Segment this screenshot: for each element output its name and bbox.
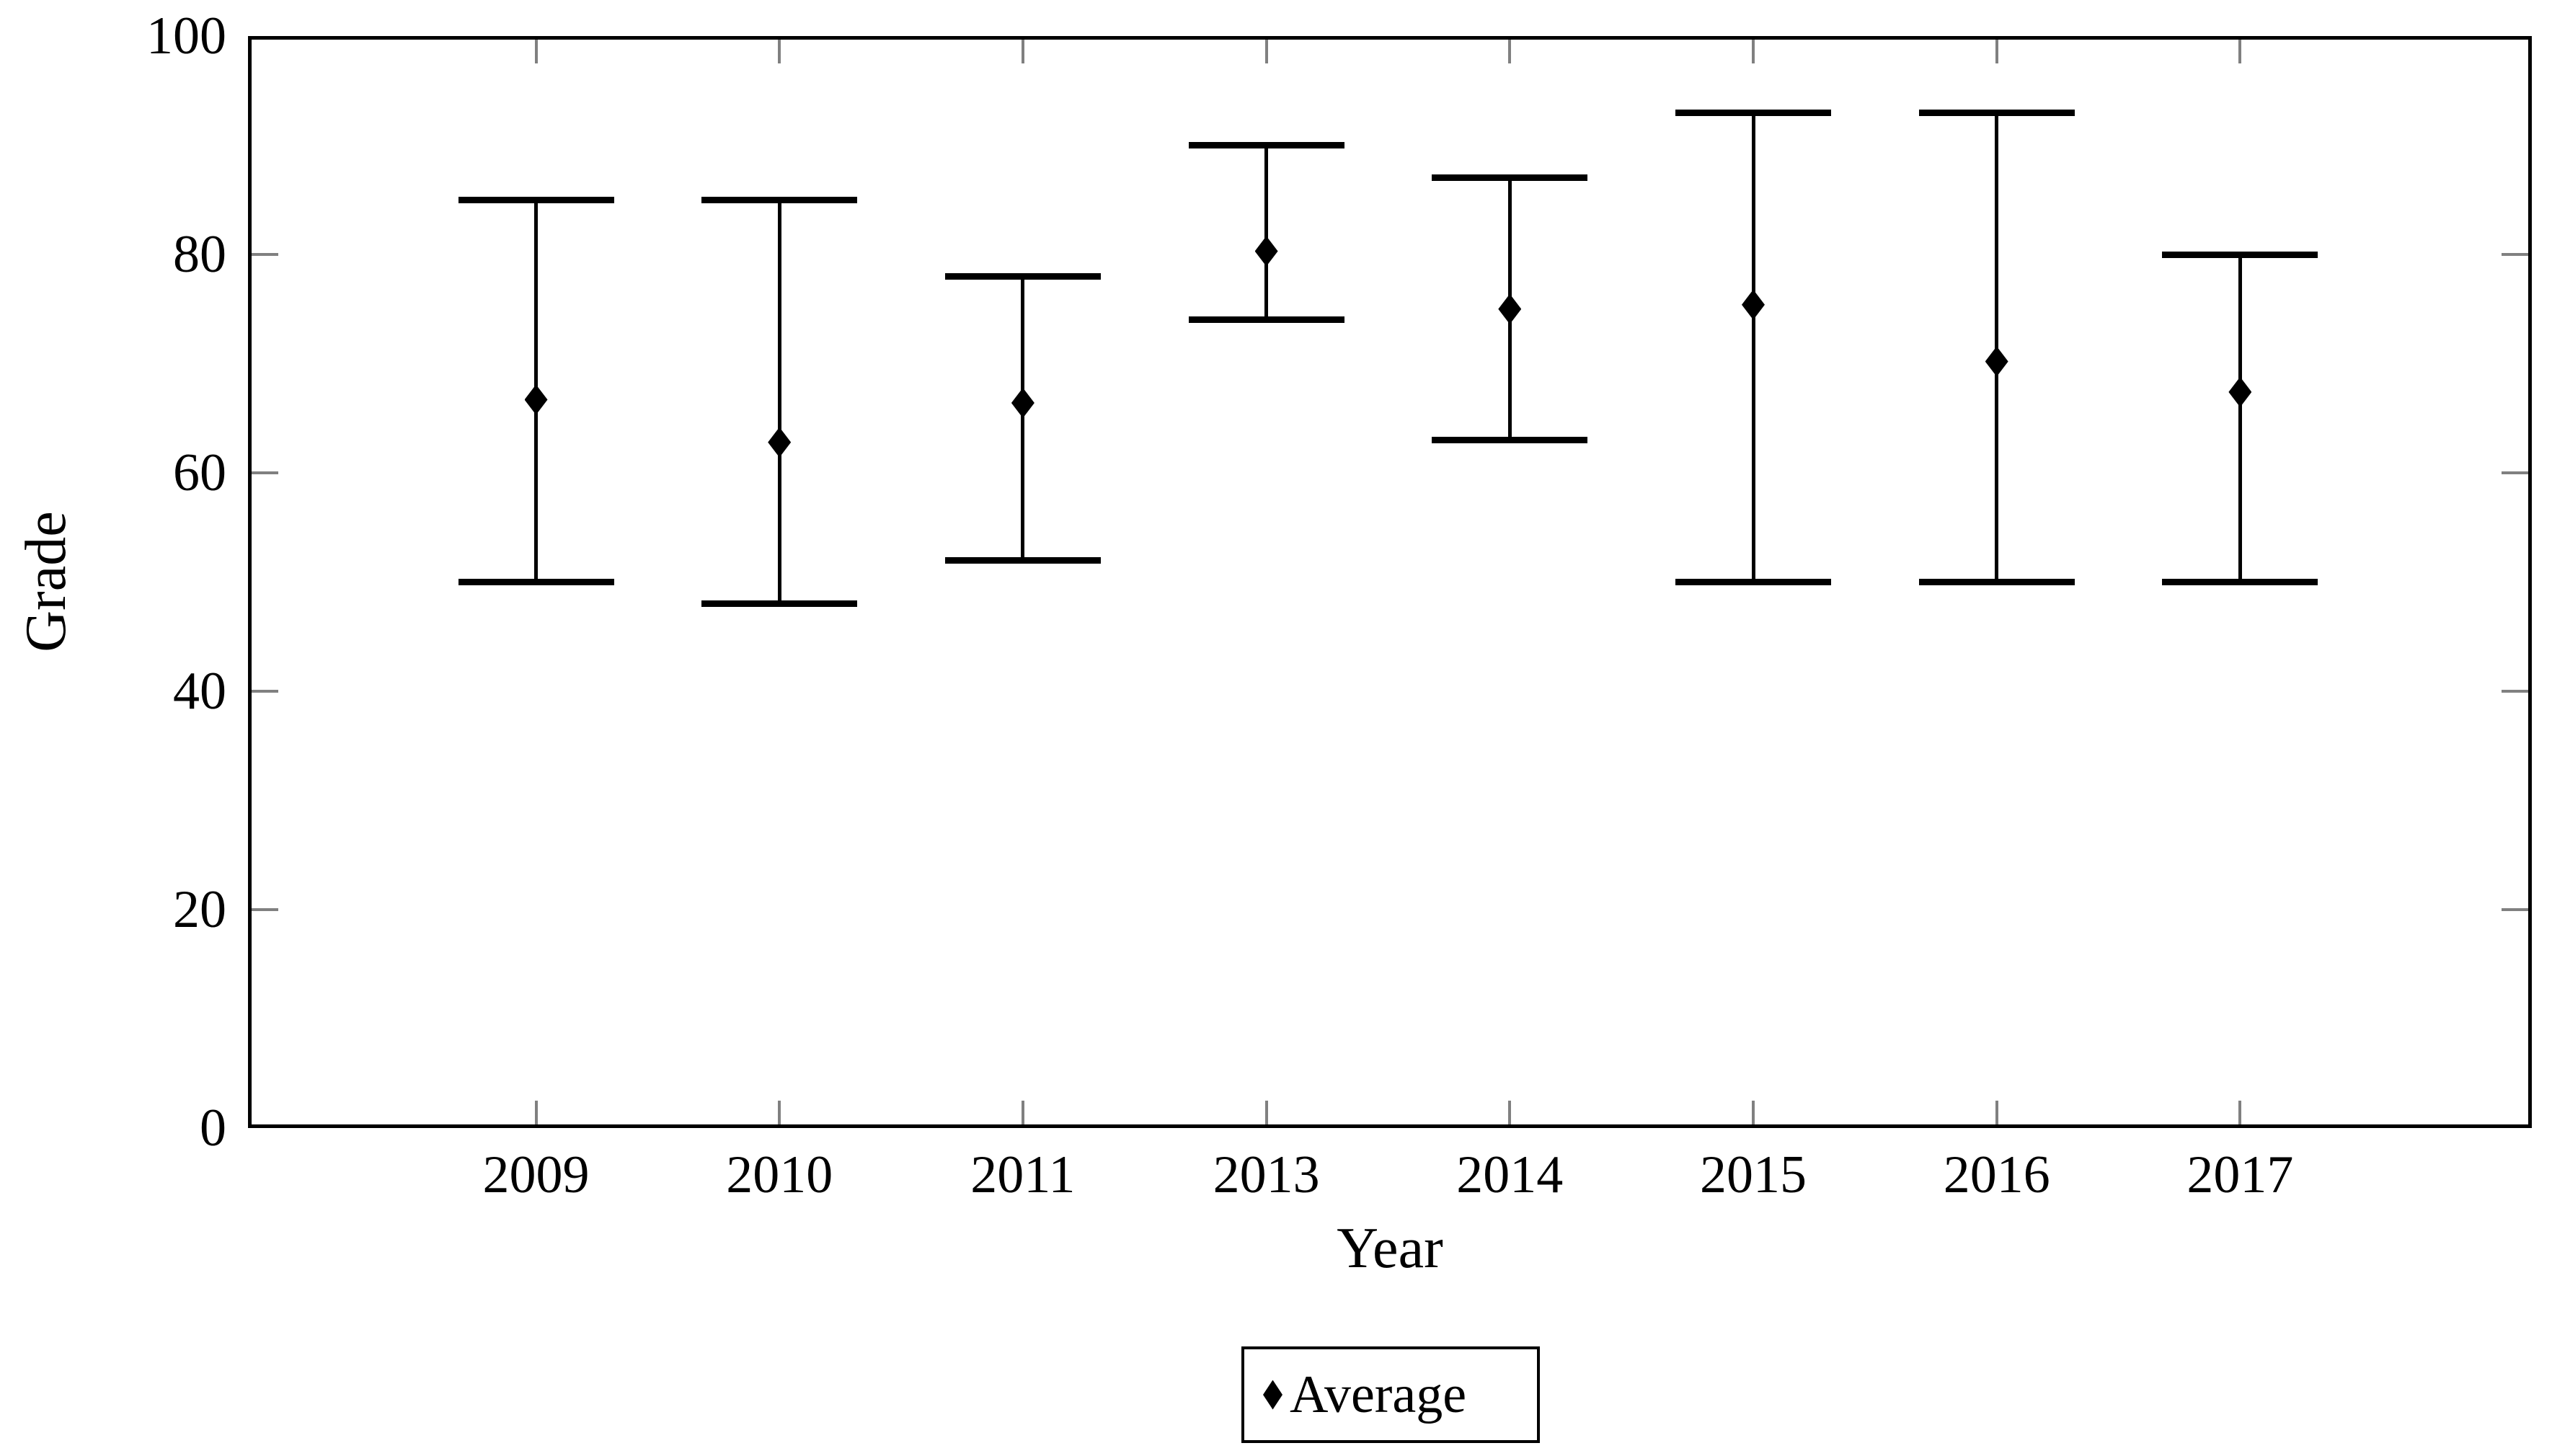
diamond-marker-icon <box>1263 1380 1282 1410</box>
x-tick-mark <box>534 40 538 63</box>
error-bar-bottom-cap <box>944 556 1101 564</box>
y-tick-label: 0 <box>200 1098 226 1158</box>
x-tick-mark <box>1752 1101 1755 1124</box>
x-tick-mark <box>1752 40 1755 63</box>
error-bar-bottom-cap <box>458 579 614 585</box>
x-tick-label: 2009 <box>482 1145 590 1204</box>
error-bar-stem <box>1751 112 1755 582</box>
x-tick-label: 2014 <box>1456 1145 1564 1204</box>
x-tick-mark <box>1264 40 1268 63</box>
error-bar-bottom-cap <box>2162 579 2318 585</box>
y-tick-mark <box>252 471 278 474</box>
y-tick-label: 60 <box>173 443 226 502</box>
legend-entry-label: Average <box>1290 1365 1467 1424</box>
y-tick-mark <box>2502 471 2528 474</box>
x-tick-label: 2017 <box>2187 1145 2294 1204</box>
y-tick-mark <box>252 690 278 693</box>
x-tick-mark <box>1264 1101 1268 1124</box>
error-bar-bottom-cap <box>1188 316 1344 324</box>
x-tick-label: 2011 <box>970 1145 1076 1204</box>
error-bar-top-cap <box>1188 142 1344 148</box>
x-tick-mark <box>1021 1101 1024 1124</box>
x-tick-label: 2015 <box>1700 1145 1807 1204</box>
error-bar-top-cap <box>1918 109 2075 116</box>
error-bar-bottom-cap <box>1432 437 1588 444</box>
legend: Average <box>1241 1346 1540 1443</box>
error-bar-stem <box>1021 276 1025 561</box>
plot-area <box>248 36 2532 1128</box>
error-bar-top-cap <box>1432 174 1588 182</box>
x-tick-mark <box>2238 1101 2242 1124</box>
x-tick-mark <box>778 1101 781 1124</box>
x-tick-mark <box>1508 40 1512 63</box>
error-bar-top-cap <box>458 196 614 203</box>
x-tick-mark <box>2238 40 2242 63</box>
x-tick-label: 2010 <box>726 1145 833 1204</box>
error-bar-top-cap <box>701 196 858 203</box>
y-axis-title: Grade <box>14 511 78 652</box>
x-tick-mark <box>1021 40 1024 63</box>
error-bar-stem <box>2238 254 2242 582</box>
y-tick-mark <box>252 908 278 911</box>
x-axis-title: Year <box>1337 1217 1443 1280</box>
y-tick-label: 20 <box>173 880 226 939</box>
x-tick-label: 2013 <box>1213 1145 1320 1204</box>
y-tick-label: 100 <box>146 6 226 66</box>
x-tick-mark <box>778 40 781 63</box>
error-bar-bottom-cap <box>1675 579 1831 585</box>
y-tick-label: 40 <box>173 662 226 721</box>
error-bar-bottom-cap <box>1918 579 2075 585</box>
error-bar-top-cap <box>2162 251 2318 258</box>
x-tick-mark <box>1995 40 1998 63</box>
y-tick-mark <box>2502 690 2528 693</box>
y-tick-mark <box>2502 253 2528 256</box>
x-tick-mark <box>1508 1101 1512 1124</box>
x-tick-label: 2016 <box>1943 1145 2050 1204</box>
error-bar-stem <box>1264 145 1269 320</box>
y-tick-mark <box>252 253 278 256</box>
x-tick-mark <box>1995 1101 1998 1124</box>
y-tick-mark <box>2502 908 2528 911</box>
y-tick-label: 80 <box>173 225 226 284</box>
x-tick-mark <box>534 1101 538 1124</box>
error-bar-top-cap <box>944 272 1101 280</box>
error-bar-top-cap <box>1675 109 1831 116</box>
error-bar-bottom-cap <box>701 600 858 608</box>
error-bar-stem <box>777 200 781 604</box>
